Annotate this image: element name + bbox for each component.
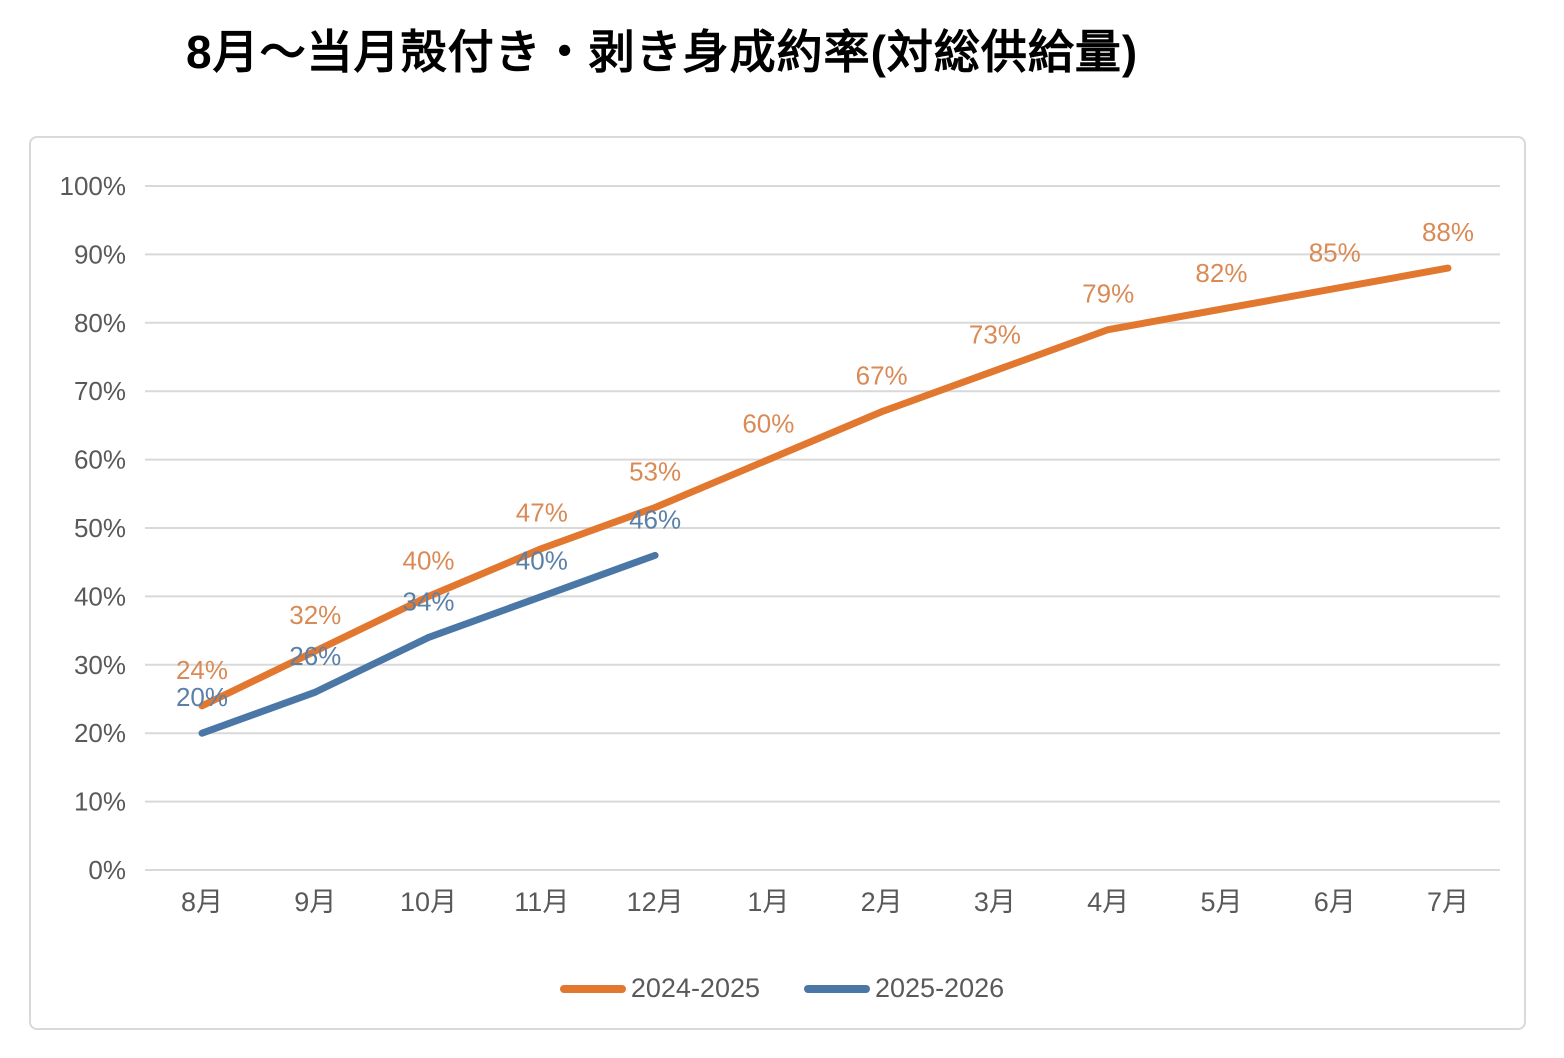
- data-label: 47%: [516, 498, 568, 528]
- legend-item-2024-2025: 2024-2025: [559, 973, 760, 1004]
- data-label: 24%: [176, 655, 228, 685]
- y-tick-label: 20%: [74, 718, 126, 748]
- series-line-2025-2026: [198, 551, 659, 737]
- chart-frame: [29, 136, 1526, 1030]
- y-tick-label: 0%: [88, 855, 126, 885]
- data-label: 60%: [742, 409, 794, 439]
- x-tick-label: 7月: [1427, 887, 1469, 917]
- x-tick-label: 5月: [1200, 887, 1242, 917]
- x-tick-label: 11月: [514, 887, 569, 917]
- data-label: 67%: [856, 361, 908, 391]
- y-tick-label: 40%: [74, 581, 126, 611]
- y-tick-label: 10%: [74, 787, 126, 817]
- y-tick-label: 100%: [60, 171, 127, 201]
- data-label: 20%: [176, 682, 228, 712]
- data-label: 79%: [1082, 279, 1134, 309]
- y-tick-label: 90%: [74, 239, 126, 269]
- data-label: 88%: [1422, 217, 1474, 247]
- legend-swatch: [559, 984, 626, 993]
- x-tick-label: 9月: [294, 887, 336, 917]
- data-label: 85%: [1309, 238, 1361, 268]
- data-label: 82%: [1195, 258, 1247, 288]
- legend-label: 2025-2026: [875, 973, 1005, 1003]
- chart-title: 8月〜当月殻付き・剥き身成約率(対総供給量): [186, 26, 1139, 78]
- x-tick-label: 1月: [747, 887, 789, 917]
- chart-legend: 2024-2025 2025-2026: [0, 973, 1564, 1004]
- x-tick-label: 6月: [1314, 887, 1356, 917]
- data-label: 40%: [516, 545, 568, 575]
- data-label: 46%: [629, 504, 681, 534]
- data-label: 32%: [289, 600, 341, 630]
- data-label: 34%: [403, 586, 455, 616]
- data-label: 40%: [403, 545, 455, 575]
- x-tick-label: 2月: [861, 887, 903, 917]
- legend-swatch: [804, 984, 870, 993]
- x-tick-label: 4月: [1087, 887, 1129, 917]
- y-tick-label: 70%: [74, 376, 126, 406]
- x-tick-label: 12月: [627, 887, 684, 917]
- y-tick-label: 60%: [74, 445, 126, 475]
- x-tick-label: 10月: [400, 887, 457, 917]
- data-label: 53%: [629, 456, 681, 486]
- legend-item-2025-2026: 2025-2026: [804, 973, 1004, 1004]
- x-tick-label: 8月: [181, 887, 223, 917]
- y-tick-label: 50%: [74, 513, 126, 543]
- data-label: 26%: [289, 641, 341, 671]
- x-tick-label: 3月: [974, 887, 1016, 917]
- data-label: 73%: [969, 320, 1021, 350]
- y-tick-label: 80%: [74, 308, 126, 338]
- series-line-2024-2025: [198, 264, 1452, 710]
- y-tick-label: 30%: [74, 650, 126, 680]
- legend-label: 2024-2025: [630, 973, 760, 1003]
